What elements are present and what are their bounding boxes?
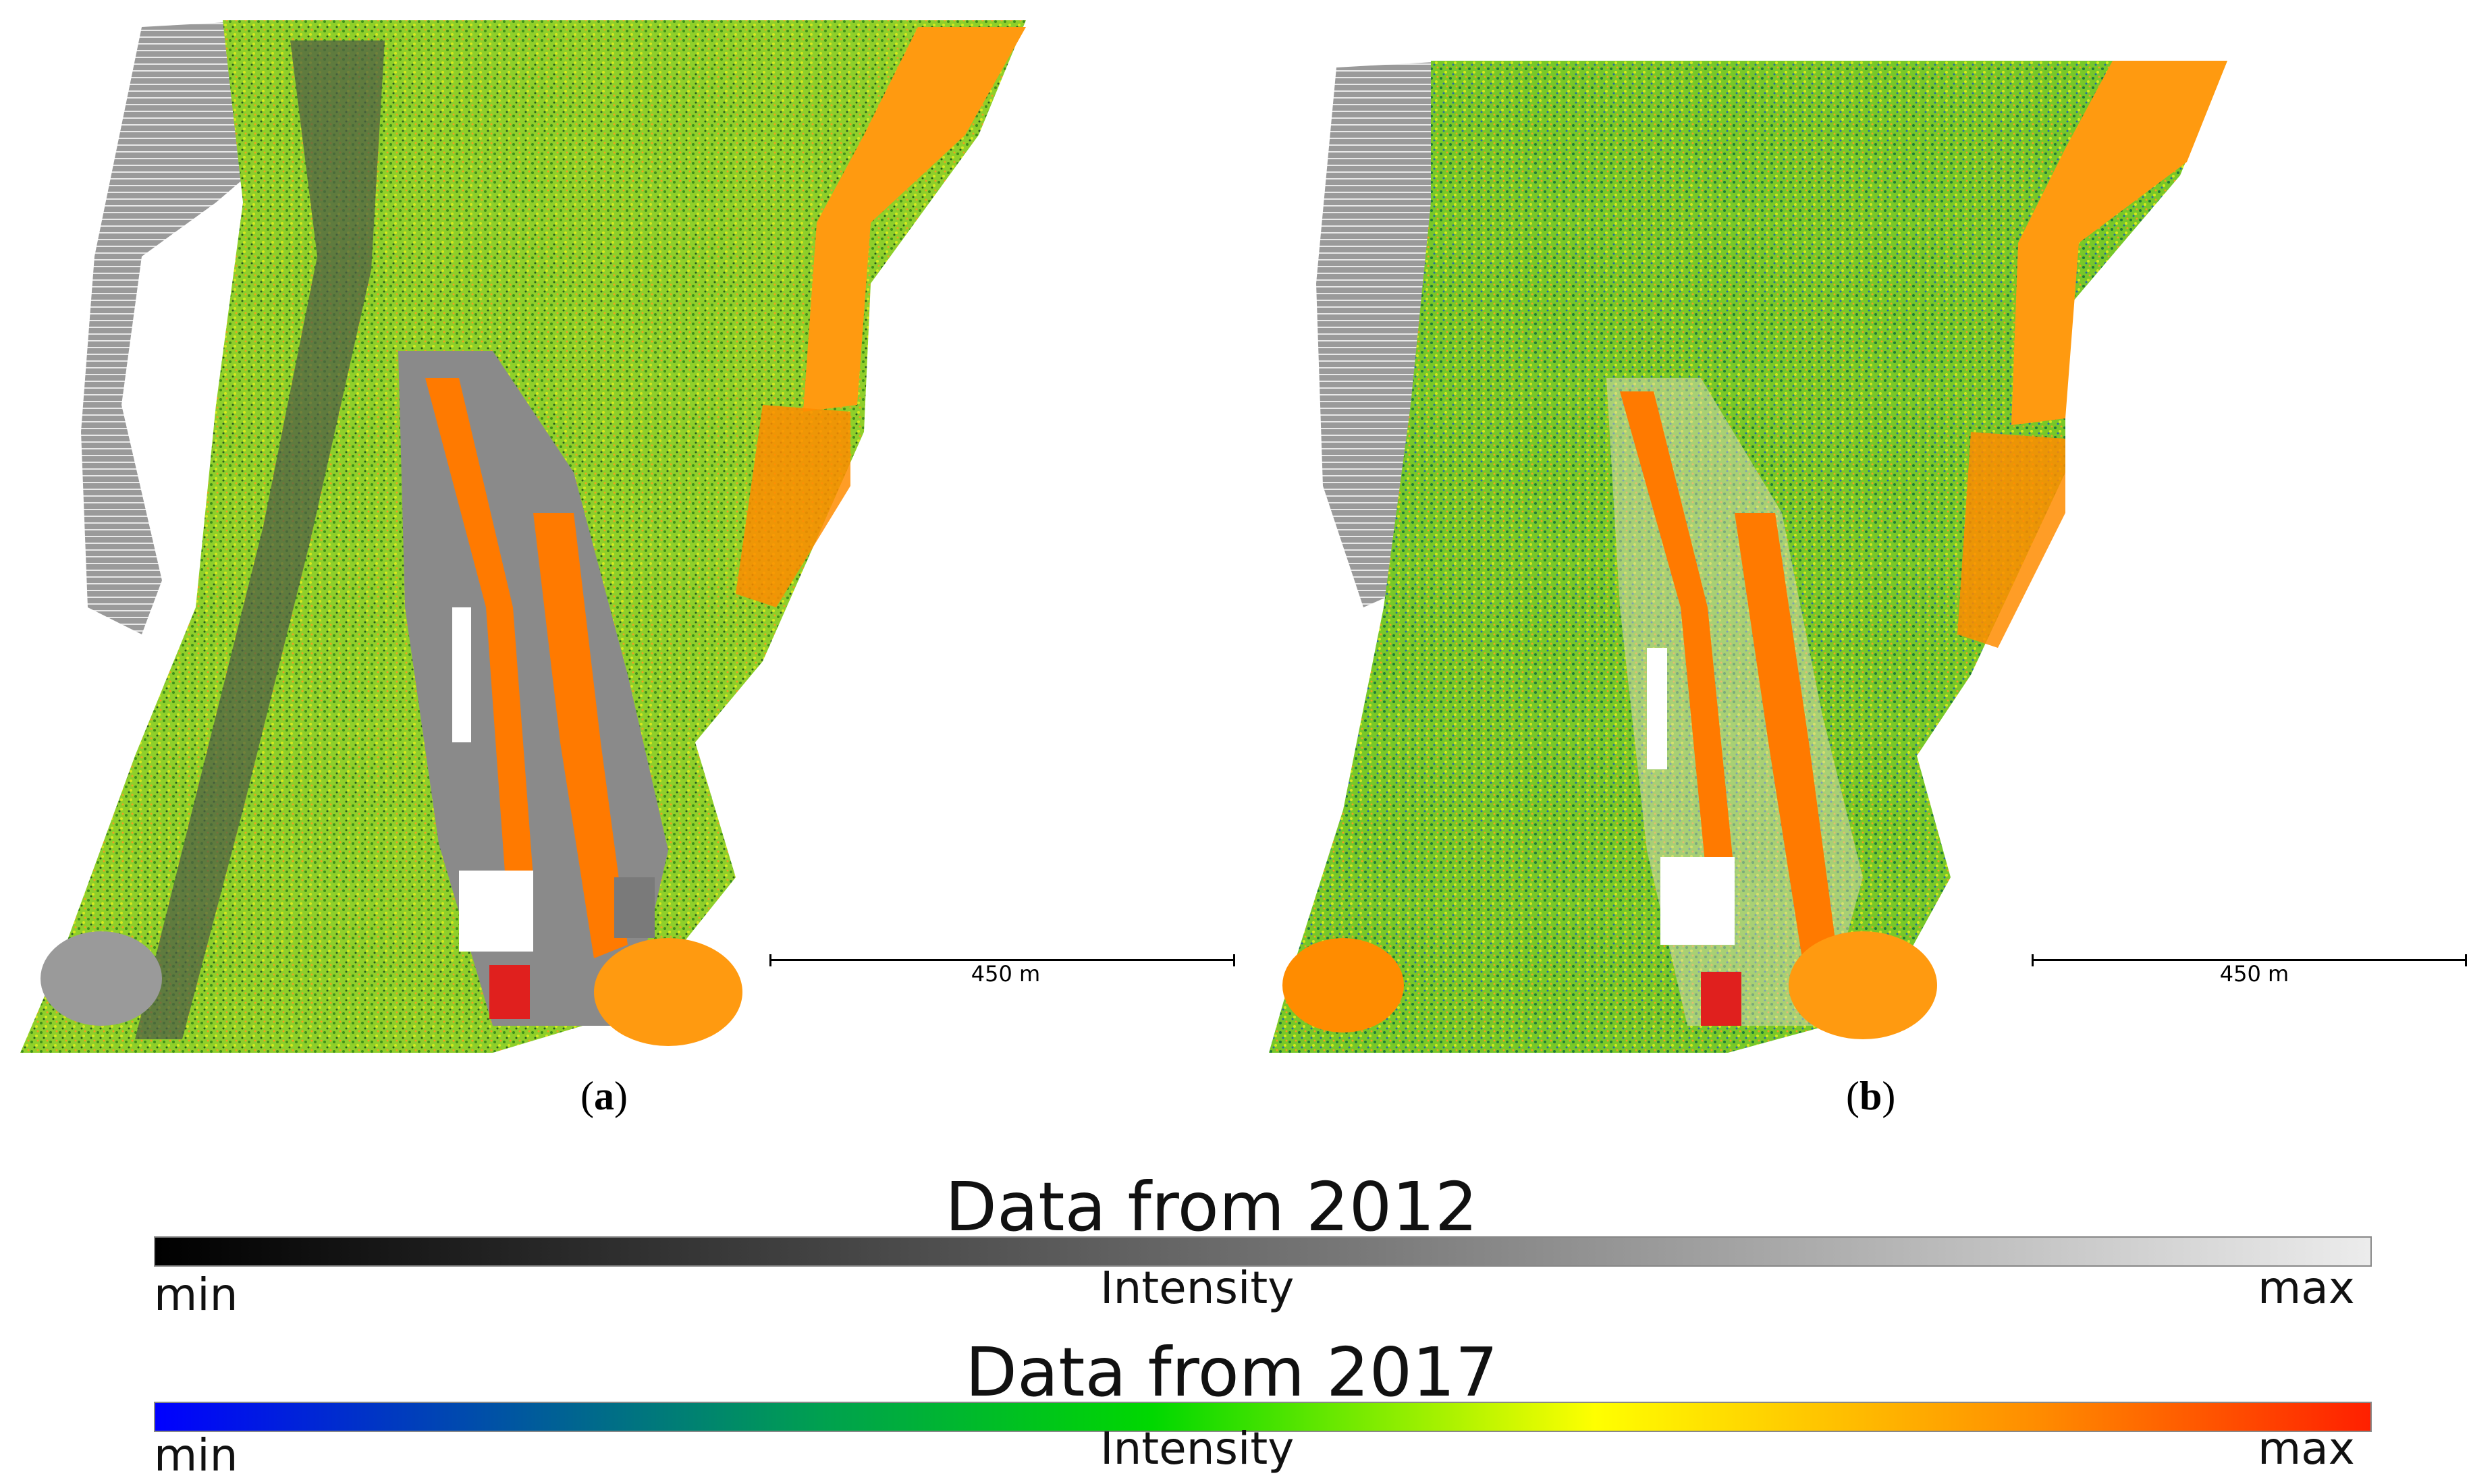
colorbar-2017 xyxy=(154,1402,2372,1432)
buildings-orange-cluster xyxy=(1957,432,2065,648)
legend-center-2012: Intensity xyxy=(1100,1262,1295,1314)
river-valley xyxy=(135,40,385,1039)
scale-label-b: 450 m xyxy=(2219,961,2289,987)
terrain-gray-area xyxy=(40,931,162,1026)
map-a-graphic xyxy=(20,20,1026,1053)
legend-title-2017: Data from 2017 xyxy=(965,1333,1498,1412)
legend-title-2012: Data from 2012 xyxy=(945,1167,1478,1246)
road-orange xyxy=(425,378,533,891)
map-b-graphic xyxy=(1269,61,2227,1053)
building-white xyxy=(452,607,471,742)
road-orange xyxy=(1735,513,1836,958)
terrain-gray-area xyxy=(81,20,263,634)
road-orange xyxy=(1620,391,1735,891)
scale-bar-a xyxy=(769,954,1235,966)
legend-center-2017: Intensity xyxy=(1100,1423,1295,1475)
point-cloud-map-2012 xyxy=(20,0,1046,1053)
legend-min-2012: min xyxy=(154,1269,238,1321)
caption-letter-a: a xyxy=(593,1074,614,1118)
river-bank-orange xyxy=(2011,61,2227,425)
building-white xyxy=(1647,648,1667,769)
legend-min-2017: min xyxy=(154,1429,238,1481)
building-white xyxy=(459,871,533,952)
scale-bar-b xyxy=(2032,954,2467,966)
building-red-roof xyxy=(1701,972,1741,1026)
building-red-roof xyxy=(489,965,530,1019)
river-bank-orange xyxy=(1789,931,1937,1039)
road-orange xyxy=(533,513,628,958)
river-bank-orange xyxy=(1282,938,1404,1033)
river-bank-orange xyxy=(803,27,1026,412)
building-white xyxy=(1660,857,1735,945)
legend-max-2017: max xyxy=(2258,1423,2355,1475)
scale-label-a: 450 m xyxy=(971,961,1041,987)
river-bank-orange xyxy=(594,938,742,1046)
building-gray xyxy=(614,877,655,938)
panel-caption-a: (a) xyxy=(580,1074,628,1118)
caption-letter-b: b xyxy=(1859,1074,1882,1118)
legend-max-2012: max xyxy=(2258,1262,2355,1314)
colorbar-2012 xyxy=(154,1236,2372,1267)
panel-caption-b: (b) xyxy=(1846,1074,1896,1118)
point-cloud-map-2017 xyxy=(1269,0,2295,1053)
buildings-orange-cluster xyxy=(736,405,850,607)
